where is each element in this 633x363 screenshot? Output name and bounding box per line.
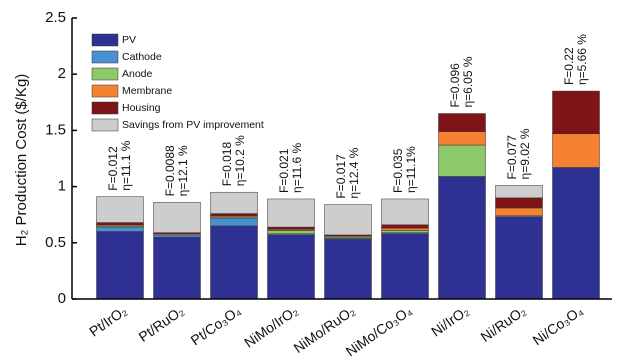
y-tick-label: 1 [58, 178, 66, 195]
bar-segment [438, 131, 486, 146]
bar-segment [96, 196, 144, 223]
legend-label: Housing [122, 102, 161, 114]
bar-segment [438, 113, 486, 132]
bar-annotation: F=0.077 η=9.02 % [505, 128, 532, 179]
legend-label: PV [122, 34, 136, 46]
bar-segment [495, 216, 543, 300]
x-tick-label: Pt/IrO₂ [86, 302, 130, 339]
y-tick-label: 1.5 [45, 121, 66, 138]
bar-segment [381, 198, 429, 226]
bar-segment [552, 90, 600, 135]
bar-segment [210, 191, 258, 214]
bar-segment [267, 234, 315, 300]
annotation-eta: η=12.1 % [176, 145, 190, 196]
annotation-f: F=0.035 [391, 148, 405, 193]
bar-segment [267, 198, 315, 228]
annotation-eta: η=11.1% [404, 146, 418, 193]
bar-segment [96, 226, 144, 232]
legend-swatch [91, 118, 119, 132]
bar-annotation: F=0.035 η=11.1% [391, 146, 418, 193]
annotation-f: F=0.096 [448, 63, 462, 108]
bar-segment [438, 144, 486, 177]
bar-segment [381, 224, 429, 229]
annotation-eta: η=9.02 % [518, 128, 532, 179]
bar-segment [381, 233, 429, 300]
bar-annotation: F=0.096 η=6.05 % [448, 56, 475, 107]
annotation-f: F=0.017 [334, 154, 348, 199]
legend-swatch [91, 84, 119, 98]
bar-annotation: F=0.017 η=12.4 % [334, 147, 361, 198]
annotation-f: F=0.012 [106, 146, 120, 191]
bar-annotation: F=0.0088 η=12.1 % [163, 145, 190, 196]
bar-segment [153, 202, 201, 233]
bar-segment [96, 222, 144, 226]
annotation-eta: η=6.05 % [461, 56, 475, 107]
legend-label: Membrane [122, 85, 172, 97]
legend-swatch [91, 50, 119, 64]
annotation-eta: η=12.4 % [347, 147, 361, 198]
annotation-eta: η=11.6 % [290, 142, 304, 192]
x-tick-label: Pt/Co₃O₄ [188, 302, 244, 348]
y-tick-label: 2.5 [45, 9, 66, 26]
annotation-f: F=0.22 [562, 47, 576, 85]
bar-segment [495, 185, 543, 199]
bar-segment [324, 239, 372, 300]
bar-segment [267, 230, 315, 235]
legend-label: Cathode [122, 51, 162, 63]
annotation-eta: η=11.1 % [119, 140, 133, 190]
bar-segment [552, 133, 600, 168]
bar-segment [210, 225, 258, 300]
annotation-f: F=0.0088 [163, 145, 177, 196]
annotation-f: F=0.077 [505, 135, 519, 180]
bar-segment [552, 167, 600, 300]
annotation-eta: η=5.66 % [575, 34, 589, 85]
legend-swatch [91, 67, 119, 81]
bar-segment [210, 217, 258, 227]
bar-annotation: F=0.018 η=10.2 % [220, 135, 247, 186]
bar-segment [381, 227, 429, 231]
x-tick-label: Ni/Co₃O₄ [530, 302, 586, 348]
bar-segment [153, 236, 201, 300]
bar-segment [210, 213, 258, 217]
bar-segment [495, 197, 543, 209]
x-tick-label: Pt/RuO₂ [135, 302, 186, 345]
annotation-f: F=0.021 [277, 148, 291, 193]
legend-label: Anode [122, 68, 153, 80]
y-tick-label: 0 [58, 290, 66, 307]
legend-swatch [91, 101, 119, 115]
legend-label: Savings from PV improvement [122, 119, 264, 131]
bar-segment [267, 226, 315, 230]
bar-annotation: F=0.22 η=5.66 % [562, 34, 589, 85]
annotation-f: F=0.018 [220, 142, 234, 187]
bar-annotation: F=0.012 η=11.1 % [106, 140, 133, 190]
annotation-eta: η=10.2 % [233, 135, 247, 186]
bar-segment [96, 231, 144, 300]
y-tick-label: 0.5 [45, 234, 66, 251]
bar-annotation: F=0.021 η=11.6 % [277, 142, 304, 192]
y-axis-label: H₂ Production Cost ($/Kg) [13, 74, 30, 247]
y-tick-label: 2 [58, 65, 66, 82]
bar-segment [438, 176, 486, 300]
bar-segment [324, 204, 372, 236]
bar-segment [381, 230, 429, 233]
legend-swatch [91, 33, 119, 47]
x-tick-label: Ni/IrO₂ [428, 302, 472, 339]
x-tick-label: Ni/RuO₂ [477, 302, 528, 345]
bar-segment [153, 234, 201, 238]
bar-segment [495, 207, 543, 217]
